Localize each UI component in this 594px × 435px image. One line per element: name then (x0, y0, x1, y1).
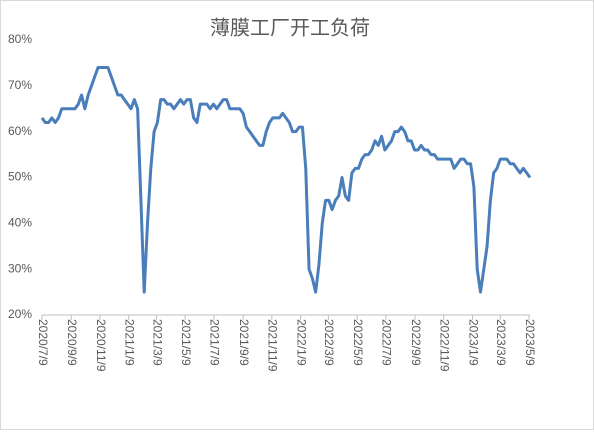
y-tick-label: 40% (8, 216, 32, 230)
x-tick-label: 2023/3/9 (494, 319, 508, 366)
chart-title: 薄膜工厂开工负荷 (210, 16, 370, 40)
data-line (40, 66, 532, 294)
x-tick-label: 2023/5/9 (523, 319, 537, 366)
y-tick-label: 60% (8, 124, 32, 138)
x-tick-label: 2021/11/9 (266, 319, 280, 372)
x-tick-label: 2022/5/9 (351, 319, 365, 366)
x-tick-label: 2022/3/9 (322, 319, 336, 366)
x-tick-label: 2020/7/9 (36, 319, 50, 366)
y-tick-label: 20% (8, 307, 32, 321)
x-tick-label: 2021/1/9 (122, 319, 136, 366)
x-tick-label: 2022/7/9 (380, 319, 394, 366)
x-tick-label: 2022/11/9 (438, 319, 452, 372)
x-tick-label: 2021/7/9 (208, 319, 222, 366)
y-tick-label: 70% (8, 78, 32, 92)
x-tick-label: 2020/11/9 (94, 319, 108, 372)
y-tick-label: 30% (8, 261, 32, 275)
x-tick-label: 2023/1/9 (466, 319, 480, 366)
x-tick-label: 2021/3/9 (150, 319, 164, 366)
x-tick-label: 2021/5/9 (179, 319, 193, 366)
y-tick-label: 50% (8, 170, 32, 184)
x-tick-label: 2020/9/9 (65, 319, 79, 366)
x-tick-label: 2021/9/9 (237, 319, 251, 366)
x-tick-label: 2022/9/9 (409, 319, 423, 366)
x-tick-label: 2022/1/9 (294, 319, 308, 366)
y-tick-label: 80% (8, 32, 32, 46)
